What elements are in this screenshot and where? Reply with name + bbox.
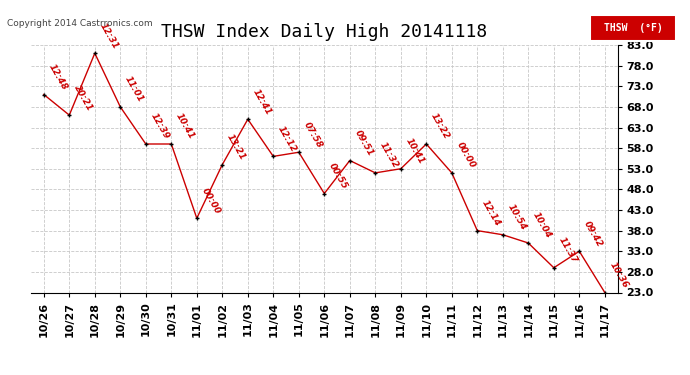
Point xyxy=(574,248,585,254)
Point xyxy=(38,92,49,98)
Point xyxy=(497,232,509,238)
Text: 12:39: 12:39 xyxy=(148,112,170,141)
Text: 12:31: 12:31 xyxy=(97,21,119,51)
Text: 07:58: 07:58 xyxy=(302,120,324,150)
Point xyxy=(242,116,253,122)
Point xyxy=(115,104,126,110)
Point xyxy=(600,290,611,296)
Point xyxy=(166,141,177,147)
Point xyxy=(549,265,560,271)
Title: THSW Index Daily High 20141118: THSW Index Daily High 20141118 xyxy=(161,22,487,40)
Point xyxy=(472,228,483,234)
Point xyxy=(344,158,355,164)
Text: 12:12: 12:12 xyxy=(276,124,298,154)
Point xyxy=(63,112,75,118)
Text: 12:41: 12:41 xyxy=(250,87,273,117)
Text: 10:41: 10:41 xyxy=(174,112,196,141)
Text: 10:54: 10:54 xyxy=(506,202,528,232)
Text: 10:04: 10:04 xyxy=(531,211,553,240)
Text: THSW  (°F): THSW (°F) xyxy=(604,23,662,33)
Point xyxy=(293,149,304,155)
Point xyxy=(191,215,202,221)
Point xyxy=(268,153,279,159)
Text: 00:00: 00:00 xyxy=(199,186,221,216)
Point xyxy=(446,170,457,176)
Text: 00:55: 00:55 xyxy=(327,161,349,191)
Text: 10:36: 10:36 xyxy=(608,260,630,290)
Point xyxy=(319,190,330,196)
Text: 12:48: 12:48 xyxy=(47,62,69,92)
Point xyxy=(89,50,100,56)
Point xyxy=(217,162,228,168)
Text: 09:51: 09:51 xyxy=(353,128,375,158)
Point xyxy=(421,141,432,147)
Text: 11:01: 11:01 xyxy=(123,75,145,104)
Text: 13:22: 13:22 xyxy=(429,112,451,141)
Point xyxy=(370,170,381,176)
Text: 09:42: 09:42 xyxy=(582,219,604,249)
Text: 20:21: 20:21 xyxy=(72,83,94,112)
Text: 13:21: 13:21 xyxy=(225,132,247,162)
Point xyxy=(140,141,151,147)
Text: 11:37: 11:37 xyxy=(557,236,579,265)
Point xyxy=(523,240,534,246)
Text: 11:32: 11:32 xyxy=(378,141,400,170)
Text: 00:00: 00:00 xyxy=(455,141,477,170)
Point xyxy=(395,166,406,172)
Text: Copyright 2014 Castrronics.com: Copyright 2014 Castrronics.com xyxy=(7,19,152,28)
Text: 10:41: 10:41 xyxy=(404,136,426,166)
Text: 12:14: 12:14 xyxy=(480,198,502,228)
